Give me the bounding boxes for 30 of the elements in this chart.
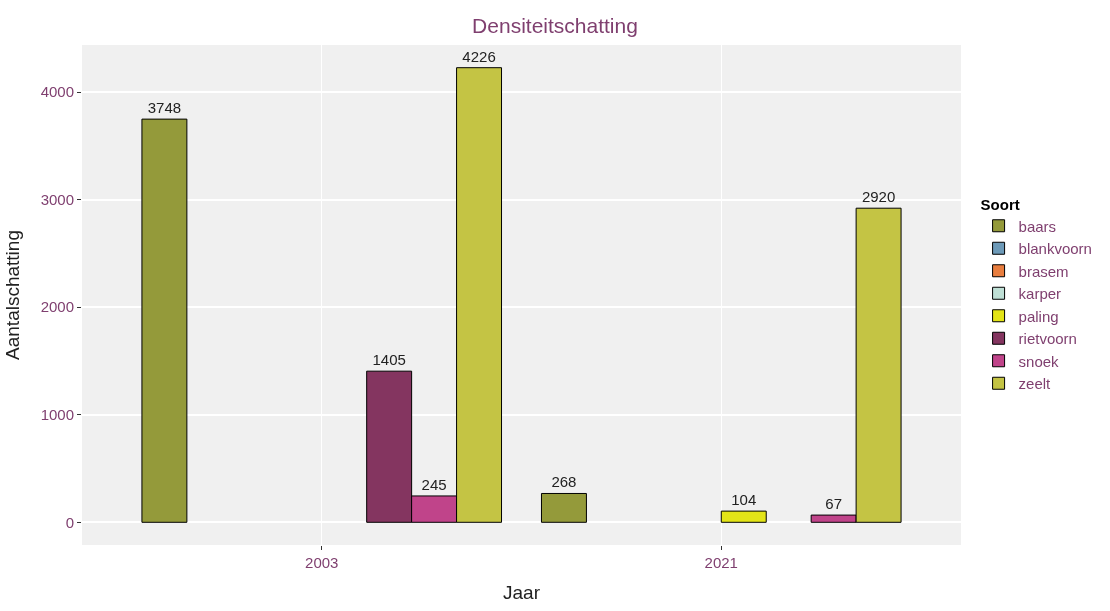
data-label: 4226 xyxy=(462,47,496,65)
bar xyxy=(540,492,587,523)
legend-label: karper xyxy=(1018,285,1062,303)
data-label: 3748 xyxy=(147,99,182,117)
legend-label: baars xyxy=(1018,217,1057,235)
y-tick-label: 1000 xyxy=(40,405,74,423)
chart-title: Densiteitschatting xyxy=(472,14,638,38)
legend-label: zeelt xyxy=(1018,375,1052,393)
x-tick-label: 2003 xyxy=(305,554,339,571)
legend-label: rietvoorn xyxy=(1018,330,1077,348)
x-axis-title: Jaar xyxy=(503,581,541,603)
y-tick-label: 3000 xyxy=(40,190,74,208)
data-label: 67 xyxy=(825,495,842,513)
data-label: 104 xyxy=(731,491,757,509)
data-label: 1405 xyxy=(372,351,406,369)
data-label: 245 xyxy=(421,475,447,493)
y-tick-label: 4000 xyxy=(40,83,74,101)
legend-label: brasem xyxy=(1018,262,1069,280)
data-label: 2920 xyxy=(861,188,896,206)
data-label: 268 xyxy=(551,473,577,491)
legend-title: Soort xyxy=(980,195,1020,213)
legend-label: blankvoorn xyxy=(1018,240,1092,258)
y-tick-label: 2000 xyxy=(40,298,74,316)
legend-label: paling xyxy=(1018,307,1059,325)
y-axis-title: Aantalschatting xyxy=(2,230,24,360)
bar xyxy=(720,510,767,523)
legend-label: snoek xyxy=(1018,352,1060,370)
x-tick-label: 2021 xyxy=(704,554,738,571)
bar xyxy=(141,118,188,523)
y-tick-label: 0 xyxy=(65,513,74,531)
